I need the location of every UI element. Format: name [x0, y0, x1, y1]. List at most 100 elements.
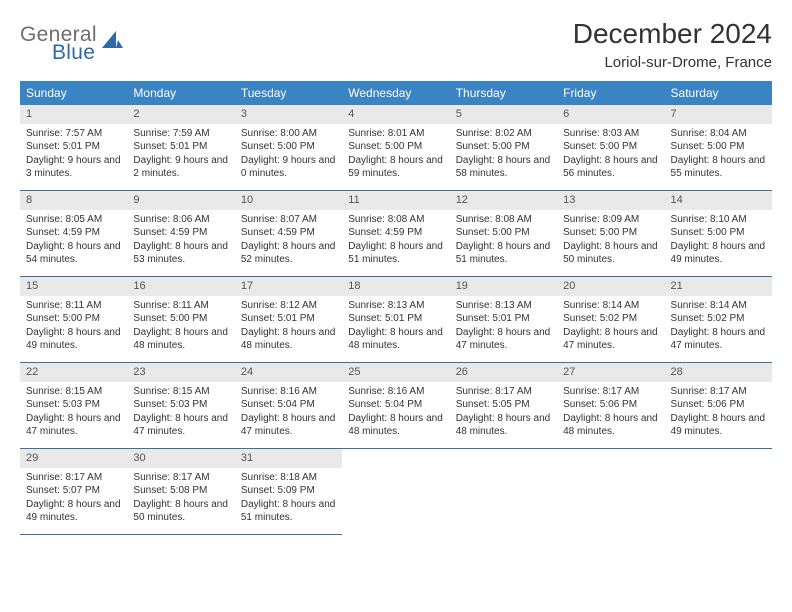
- day-body: Sunrise: 8:16 AMSunset: 5:04 PMDaylight:…: [235, 382, 342, 443]
- day-number: 13: [557, 191, 664, 210]
- weekday-header-cell: Wednesday: [342, 81, 449, 105]
- sunset-line: Sunset: 5:09 PM: [241, 484, 336, 498]
- day-body: Sunrise: 8:08 AMSunset: 5:00 PMDaylight:…: [450, 210, 557, 271]
- daylight-line: Daylight: 8 hours and 49 minutes.: [671, 412, 766, 439]
- sunset-line: Sunset: 5:06 PM: [671, 398, 766, 412]
- day-cell: 22Sunrise: 8:15 AMSunset: 5:03 PMDayligh…: [20, 363, 127, 449]
- sunset-line: Sunset: 5:07 PM: [26, 484, 121, 498]
- sunrise-line: Sunrise: 8:07 AM: [241, 213, 336, 227]
- day-number: 11: [342, 191, 449, 210]
- day-number: 4: [342, 105, 449, 124]
- sunrise-line: Sunrise: 8:11 AM: [26, 299, 121, 313]
- day-cell: 10Sunrise: 8:07 AMSunset: 4:59 PMDayligh…: [235, 191, 342, 277]
- day-number: 28: [665, 363, 772, 382]
- sunrise-line: Sunrise: 8:12 AM: [241, 299, 336, 313]
- day-cell: 16Sunrise: 8:11 AMSunset: 5:00 PMDayligh…: [127, 277, 234, 363]
- day-cell: [557, 449, 664, 535]
- daylight-line: Daylight: 9 hours and 3 minutes.: [26, 154, 121, 181]
- sunset-line: Sunset: 5:04 PM: [241, 398, 336, 412]
- daylight-line: Daylight: 8 hours and 55 minutes.: [671, 154, 766, 181]
- sunset-line: Sunset: 4:59 PM: [26, 226, 121, 240]
- daylight-line: Daylight: 8 hours and 47 minutes.: [456, 326, 551, 353]
- daylight-line: Daylight: 8 hours and 47 minutes.: [563, 326, 658, 353]
- weeks-container: 1Sunrise: 7:57 AMSunset: 5:01 PMDaylight…: [20, 105, 772, 535]
- sunset-line: Sunset: 5:01 PM: [133, 140, 228, 154]
- sunrise-line: Sunrise: 8:00 AM: [241, 127, 336, 141]
- weekday-header-cell: Thursday: [450, 81, 557, 105]
- daylight-line: Daylight: 8 hours and 56 minutes.: [563, 154, 658, 181]
- day-body: Sunrise: 8:03 AMSunset: 5:00 PMDaylight:…: [557, 124, 664, 185]
- day-cell: 17Sunrise: 8:12 AMSunset: 5:01 PMDayligh…: [235, 277, 342, 363]
- week-row: 15Sunrise: 8:11 AMSunset: 5:00 PMDayligh…: [20, 277, 772, 363]
- page-title: December 2024: [573, 18, 772, 50]
- daylight-line: Daylight: 8 hours and 48 minutes.: [133, 326, 228, 353]
- daylight-line: Daylight: 8 hours and 47 minutes.: [133, 412, 228, 439]
- week-row: 1Sunrise: 7:57 AMSunset: 5:01 PMDaylight…: [20, 105, 772, 191]
- sunrise-line: Sunrise: 8:18 AM: [241, 471, 336, 485]
- day-body: Sunrise: 8:15 AMSunset: 5:03 PMDaylight:…: [127, 382, 234, 443]
- sunrise-line: Sunrise: 8:04 AM: [671, 127, 766, 141]
- day-body: Sunrise: 8:11 AMSunset: 5:00 PMDaylight:…: [127, 296, 234, 357]
- sunrise-line: Sunrise: 8:14 AM: [671, 299, 766, 313]
- sunset-line: Sunset: 5:03 PM: [26, 398, 121, 412]
- day-body: Sunrise: 8:17 AMSunset: 5:06 PMDaylight:…: [557, 382, 664, 443]
- sunrise-line: Sunrise: 8:02 AM: [456, 127, 551, 141]
- day-number: 24: [235, 363, 342, 382]
- day-cell: 25Sunrise: 8:16 AMSunset: 5:04 PMDayligh…: [342, 363, 449, 449]
- day-number: 17: [235, 277, 342, 296]
- day-cell: 26Sunrise: 8:17 AMSunset: 5:05 PMDayligh…: [450, 363, 557, 449]
- daylight-line: Daylight: 8 hours and 47 minutes.: [26, 412, 121, 439]
- sunset-line: Sunset: 5:00 PM: [563, 226, 658, 240]
- day-number: 9: [127, 191, 234, 210]
- sunset-line: Sunset: 5:05 PM: [456, 398, 551, 412]
- sunrise-line: Sunrise: 8:15 AM: [133, 385, 228, 399]
- day-number: 30: [127, 449, 234, 468]
- daylight-line: Daylight: 8 hours and 47 minutes.: [241, 412, 336, 439]
- day-cell: 24Sunrise: 8:16 AMSunset: 5:04 PMDayligh…: [235, 363, 342, 449]
- daylight-line: Daylight: 8 hours and 51 minutes.: [241, 498, 336, 525]
- sunrise-line: Sunrise: 8:01 AM: [348, 127, 443, 141]
- day-number: 12: [450, 191, 557, 210]
- day-body: Sunrise: 8:12 AMSunset: 5:01 PMDaylight:…: [235, 296, 342, 357]
- daylight-line: Daylight: 9 hours and 0 minutes.: [241, 154, 336, 181]
- daylight-line: Daylight: 8 hours and 50 minutes.: [563, 240, 658, 267]
- sunrise-line: Sunrise: 7:57 AM: [26, 127, 121, 141]
- day-body: Sunrise: 8:16 AMSunset: 5:04 PMDaylight:…: [342, 382, 449, 443]
- day-cell: 30Sunrise: 8:17 AMSunset: 5:08 PMDayligh…: [127, 449, 234, 535]
- day-cell: 2Sunrise: 7:59 AMSunset: 5:01 PMDaylight…: [127, 105, 234, 191]
- sunset-line: Sunset: 5:00 PM: [133, 312, 228, 326]
- day-body: Sunrise: 8:02 AMSunset: 5:00 PMDaylight:…: [450, 124, 557, 185]
- day-number: 18: [342, 277, 449, 296]
- day-number: 5: [450, 105, 557, 124]
- sunset-line: Sunset: 5:01 PM: [456, 312, 551, 326]
- day-cell: 14Sunrise: 8:10 AMSunset: 5:00 PMDayligh…: [665, 191, 772, 277]
- day-number: 31: [235, 449, 342, 468]
- day-number: 21: [665, 277, 772, 296]
- sunrise-line: Sunrise: 8:16 AM: [348, 385, 443, 399]
- daylight-line: Daylight: 8 hours and 53 minutes.: [133, 240, 228, 267]
- day-cell: 28Sunrise: 8:17 AMSunset: 5:06 PMDayligh…: [665, 363, 772, 449]
- day-cell: 12Sunrise: 8:08 AMSunset: 5:00 PMDayligh…: [450, 191, 557, 277]
- day-cell: 11Sunrise: 8:08 AMSunset: 4:59 PMDayligh…: [342, 191, 449, 277]
- daylight-line: Daylight: 8 hours and 48 minutes.: [456, 412, 551, 439]
- day-number: 23: [127, 363, 234, 382]
- day-body: Sunrise: 7:57 AMSunset: 5:01 PMDaylight:…: [20, 124, 127, 185]
- day-number: 10: [235, 191, 342, 210]
- day-body: Sunrise: 8:18 AMSunset: 5:09 PMDaylight:…: [235, 468, 342, 529]
- sunrise-line: Sunrise: 7:59 AM: [133, 127, 228, 141]
- day-cell: 29Sunrise: 8:17 AMSunset: 5:07 PMDayligh…: [20, 449, 127, 535]
- sunset-line: Sunset: 5:02 PM: [563, 312, 658, 326]
- logo-text: General Blue: [20, 24, 97, 63]
- day-cell: [665, 449, 772, 535]
- sunrise-line: Sunrise: 8:09 AM: [563, 213, 658, 227]
- sunset-line: Sunset: 5:01 PM: [348, 312, 443, 326]
- day-number: 19: [450, 277, 557, 296]
- sunrise-line: Sunrise: 8:08 AM: [348, 213, 443, 227]
- daylight-line: Daylight: 9 hours and 2 minutes.: [133, 154, 228, 181]
- sunset-line: Sunset: 5:00 PM: [671, 140, 766, 154]
- sunrise-line: Sunrise: 8:17 AM: [133, 471, 228, 485]
- daylight-line: Daylight: 8 hours and 47 minutes.: [671, 326, 766, 353]
- daylight-line: Daylight: 8 hours and 58 minutes.: [456, 154, 551, 181]
- sunset-line: Sunset: 5:00 PM: [241, 140, 336, 154]
- day-body: Sunrise: 8:10 AMSunset: 5:00 PMDaylight:…: [665, 210, 772, 271]
